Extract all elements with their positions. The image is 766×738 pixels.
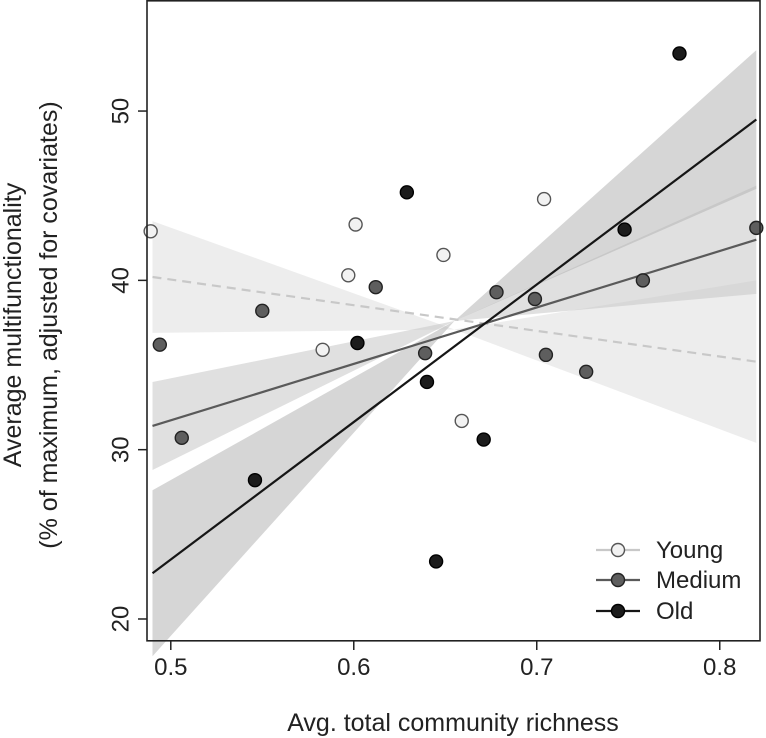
legend-item-old: Old — [596, 598, 693, 625]
legend-label-medium: Medium — [656, 567, 741, 594]
legend-label-young: Young — [656, 537, 723, 564]
fit-lines — [151, 118, 758, 575]
point-medium-9 — [578, 364, 594, 379]
point-old-5 — [428, 554, 444, 569]
point-medium-6 — [489, 285, 504, 300]
plot-frame — [146, 0, 761, 642]
confidence-band-old — [152, 50, 757, 657]
point-old-6 — [476, 432, 491, 447]
point-young-4 — [348, 217, 363, 232]
x-tick-label: 0.7 — [520, 654, 553, 681]
point-medium-7 — [527, 291, 543, 307]
x-axis: 0.5 0.6 0.7 0.8 — [154, 641, 736, 681]
point-medium-11 — [749, 220, 764, 236]
legend-marker-medium — [610, 572, 626, 588]
confidence-band-medium — [152, 185, 757, 470]
y-tick-label: 40 — [108, 267, 135, 294]
point-medium-10 — [635, 273, 651, 288]
point-old-3 — [399, 185, 415, 200]
point-medium-3 — [255, 303, 270, 319]
legend-item-medium: Medium — [596, 567, 741, 594]
point-medium-5 — [417, 345, 433, 361]
x-tick-label: 0.6 — [337, 654, 370, 681]
confidence-band-young — [152, 221, 757, 443]
y-axis: 20 30 40 50 — [108, 98, 147, 633]
point-medium-4 — [368, 279, 383, 295]
point-young-6 — [454, 413, 469, 429]
point-old-4 — [419, 374, 435, 390]
y-tick-label: 20 — [108, 606, 135, 633]
point-young-5 — [436, 247, 451, 263]
point-young-7 — [536, 191, 552, 207]
point-medium-1 — [152, 337, 168, 352]
confidence-bands — [152, 50, 757, 657]
point-old-8 — [672, 46, 687, 61]
legend-marker-young — [610, 542, 626, 558]
data-points — [143, 46, 764, 569]
y-axis-title-line1: Average multifunctionality — [0, 182, 27, 467]
point-medium-8 — [538, 347, 554, 363]
point-young-1 — [143, 224, 158, 239]
point-young-2 — [315, 342, 330, 357]
y-tick-label: 30 — [108, 436, 135, 463]
point-old-2 — [350, 335, 365, 351]
y-tick-label: 50 — [108, 98, 135, 125]
point-medium-2 — [174, 430, 189, 446]
fit-line-medium — [152, 238, 757, 428]
x-tick-label: 0.5 — [154, 654, 187, 681]
x-tick-label: 0.8 — [703, 654, 736, 681]
fit-line-old — [151, 118, 758, 575]
legend-marker-old — [610, 603, 626, 619]
legend: Young Medium Old — [596, 537, 741, 625]
point-young-3 — [341, 268, 356, 283]
legend-item-young: Young — [596, 537, 723, 564]
legend-label-old: Old — [656, 598, 693, 625]
x-axis-title: Avg. total community richness — [287, 709, 619, 737]
y-axis-title-line2: (% of maximum, adjusted for covariates) — [35, 101, 63, 548]
point-old-1 — [247, 472, 263, 488]
point-old-7 — [617, 222, 632, 237]
fit-line-young — [152, 275, 757, 363]
